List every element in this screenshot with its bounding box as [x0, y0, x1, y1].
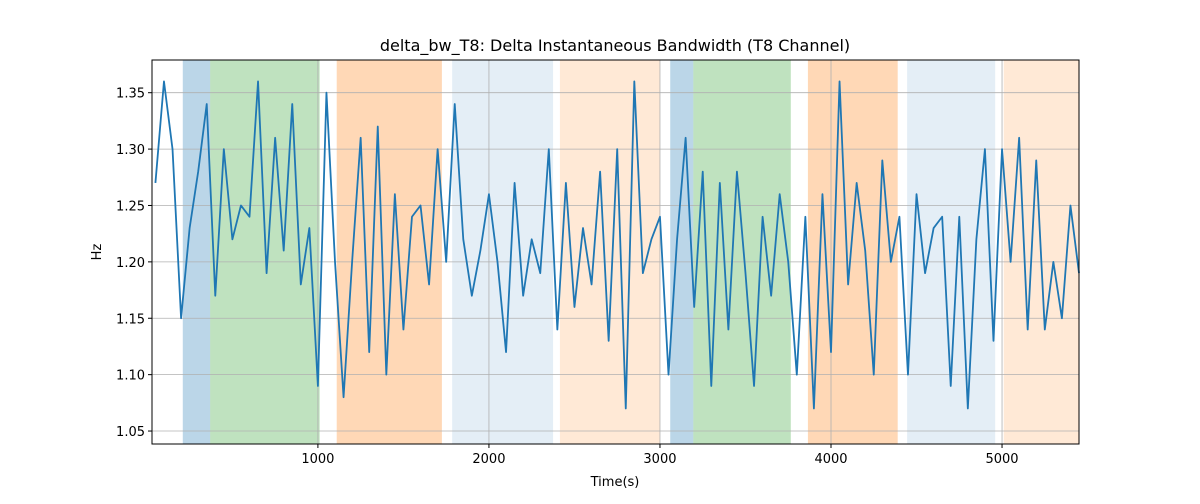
shaded-region — [670, 60, 694, 444]
x-tick-label: 4000 — [814, 452, 847, 467]
x-axis-label: Time(s) — [590, 475, 640, 490]
y-tick-label: 1.30 — [116, 143, 145, 158]
y-tick-label: 1.25 — [116, 199, 145, 214]
x-tick-label: 2000 — [472, 452, 505, 467]
shaded-region — [336, 60, 442, 444]
y-tick-label: 1.20 — [116, 256, 145, 271]
shaded-region — [807, 60, 898, 444]
chart-title: delta_bw_T8: Delta Instantaneous Bandwid… — [380, 36, 850, 56]
y-tick-label: 1.05 — [116, 425, 145, 440]
plot-area: 1000 2000 3000 4000 5000 1.05 1.10 1.15 1.20 1.25… — [116, 59, 1080, 467]
x-tick-label: 5000 — [985, 452, 1018, 467]
y-tick-label: 1.15 — [116, 312, 145, 327]
x-tick-label: 3000 — [643, 452, 676, 467]
y-axis-label: Hz — [90, 244, 105, 261]
shaded-region — [559, 60, 660, 444]
shaded-region — [452, 60, 554, 444]
y-tick-label: 1.35 — [116, 87, 145, 102]
data-line — [154, 80, 1080, 410]
y-tick-label: 1.10 — [116, 369, 145, 384]
plot-frame — [151, 59, 1080, 445]
shaded-region — [693, 60, 791, 444]
x-tick-label: 1000 — [301, 452, 334, 467]
